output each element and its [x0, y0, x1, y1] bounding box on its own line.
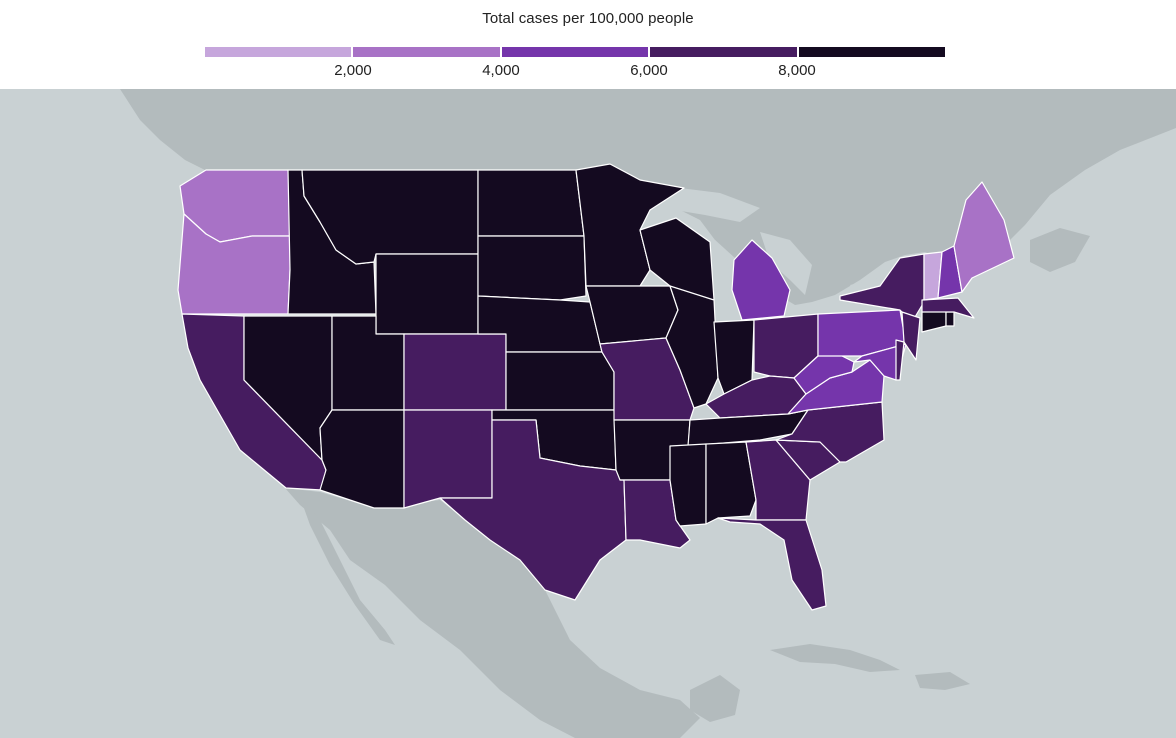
legend-swatch-1 [353, 47, 502, 57]
state-arizona[interactable] [319, 409, 405, 509]
lake-erie [790, 296, 862, 318]
state-iowa[interactable] [585, 285, 679, 345]
lake-huron [760, 232, 812, 295]
legend-swatch-3 [650, 47, 799, 57]
legend-tick-8000: 8,000 [778, 62, 816, 79]
state-texas[interactable] [439, 419, 627, 601]
state-colorado[interactable] [403, 333, 507, 411]
land-yucatan [690, 675, 740, 722]
land-mexico [285, 488, 700, 738]
state-delaware[interactable] [895, 339, 905, 381]
legend-swatch-4 [798, 47, 946, 57]
state-maine[interactable] [953, 181, 1015, 293]
state-new-mexico[interactable] [403, 409, 493, 509]
map-svg [0, 89, 1176, 738]
state-florida[interactable] [717, 517, 827, 611]
lake-michigan [712, 240, 730, 322]
state-new-jersey[interactable] [901, 311, 921, 361]
state-rhode-island[interactable] [945, 311, 955, 327]
legend-tick-6000: 6,000 [630, 62, 668, 79]
legend-header: Total cases per 100,000 people 2,000 4,0… [0, 0, 1176, 89]
land-newfoundland [1030, 228, 1090, 272]
state-kansas[interactable] [505, 351, 615, 411]
basemap-land [120, 89, 1176, 738]
state-layer [177, 163, 1015, 611]
state-mississippi[interactable] [669, 443, 707, 527]
legend-title: Total cases per 100,000 people [482, 10, 694, 27]
legend-tick-4000: 4,000 [482, 62, 520, 79]
state-wyoming[interactable] [375, 253, 479, 335]
land-canada [120, 89, 1176, 305]
state-south-dakota[interactable] [477, 235, 587, 301]
state-massachusetts[interactable] [921, 297, 975, 319]
legend-tick-2000: 2,000 [334, 62, 372, 79]
state-michigan[interactable] [731, 239, 791, 321]
land-baja [300, 497, 395, 645]
state-north-dakota[interactable] [477, 169, 585, 237]
choropleth-map [0, 89, 1176, 738]
legend-swatch-2 [501, 47, 651, 57]
legend-color-scale [205, 47, 946, 57]
land-hispaniola [915, 672, 970, 690]
legend-swatch-0 [205, 47, 354, 57]
land-cuba [770, 644, 900, 672]
